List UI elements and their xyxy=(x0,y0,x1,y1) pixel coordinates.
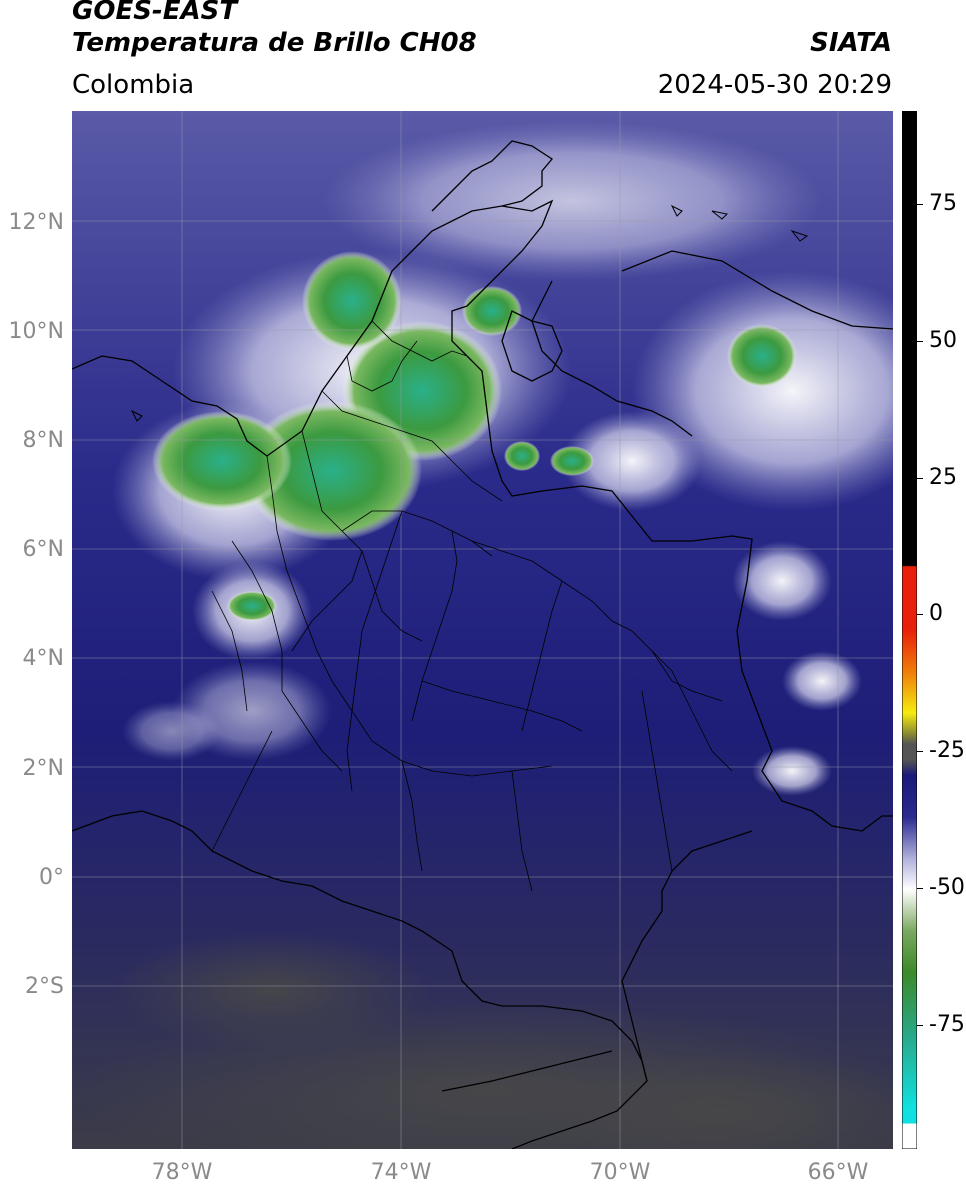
satellite-title: GOES-EAST xyxy=(72,0,238,26)
lat-label-0: 0° xyxy=(39,865,64,890)
coastline-islands xyxy=(130,204,809,422)
colorbar-tick-0 xyxy=(917,614,923,615)
colorbar-tick-25 xyxy=(917,478,923,479)
lon-label-66w: 66°W xyxy=(807,1160,869,1185)
lat-label-6n: 6°N xyxy=(22,537,64,562)
country-borders xyxy=(72,140,893,1149)
colorbar-label-25: 25 xyxy=(929,465,957,490)
colorbar-label-m75: -75 xyxy=(929,1012,965,1037)
colorbar-label-75: 75 xyxy=(929,191,957,216)
lon-label-78w: 78°W xyxy=(151,1160,213,1185)
lat-label-10n: 10°N xyxy=(8,319,64,344)
colorbar-tick-75 xyxy=(917,204,923,205)
colorbar-label-m50: -50 xyxy=(929,875,965,900)
lat-label-12n: 12°N xyxy=(8,210,64,235)
colorbar-tick-m75 xyxy=(917,1025,923,1026)
colorbar-tick-m25 xyxy=(917,751,923,752)
lat-label-2s: 2°S xyxy=(25,974,64,999)
product-title: Temperatura de Brillo CH08 xyxy=(72,28,477,58)
lon-label-70w: 70°W xyxy=(589,1160,651,1185)
colorbar-tick-50 xyxy=(917,341,923,342)
department-borders xyxy=(211,320,733,892)
colorbar-label-m25: -25 xyxy=(929,738,965,763)
agency-label: SIATA xyxy=(810,28,892,58)
colorbar-label-0: 0 xyxy=(929,601,943,626)
colorbar-tick-m50 xyxy=(917,888,923,889)
datetime-label: 2024-05-30 20:29 xyxy=(657,70,892,100)
convective-cores xyxy=(152,251,797,621)
region-label: Colombia xyxy=(72,70,195,100)
satellite-map[interactable] xyxy=(72,111,893,1149)
colorbar-label-50: 50 xyxy=(929,328,957,353)
dry-regions xyxy=(72,931,893,1149)
lat-label-2n: 2°N xyxy=(22,756,64,781)
lat-label-8n: 8°N xyxy=(22,428,64,453)
colorbar xyxy=(902,111,917,1149)
lon-label-74w: 74°W xyxy=(370,1160,432,1185)
lat-label-4n: 4°N xyxy=(22,646,64,671)
